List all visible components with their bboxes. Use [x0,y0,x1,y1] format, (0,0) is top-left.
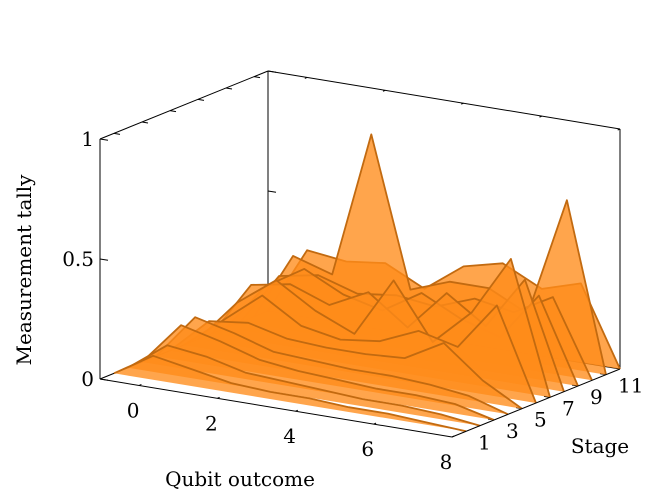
x-tick [382,89,386,92]
series-line-stage-7 [197,257,551,398]
series-area-stage-3 [142,325,494,420]
x-tick-label: 8 [440,450,453,474]
y-tick [197,98,205,101]
x-tick [461,102,464,105]
series-line-stage-2 [127,344,481,427]
y-tick [169,110,177,113]
x-axis-title: Qubit outcome [165,467,315,491]
box-edge [99,70,269,140]
x-tick-label: 2 [205,411,218,435]
x-tick-label: 6 [361,437,374,461]
z-tick [267,190,277,193]
y-tick [113,132,121,135]
x-axis-line [99,378,453,438]
axis-box-front [99,368,621,438]
series-ribbons [113,133,621,433]
y-tick [225,87,233,90]
y-tick-label: 3 [506,419,519,443]
y-axis-line [451,368,621,438]
z-tick [99,138,109,141]
y-tick-label: 9 [590,385,603,409]
z-tick-label: 1 [81,127,94,151]
x-tick-label: 0 [127,398,140,422]
y-tick [253,76,261,79]
series-line-stage-6 [183,294,537,404]
y-tick [543,395,551,398]
series-line-stage-11 [253,133,607,375]
series-line-stage-4 [155,316,509,416]
series-line-stage-5 [169,320,523,410]
y-tick-label: 7 [562,396,575,420]
z-tick-label: 0 [81,367,94,391]
y-tick-label: 11 [618,374,643,398]
z-tick [267,70,277,73]
x-tick [304,76,308,79]
z-tick-label: 0.5 [62,247,94,271]
series-line-stage-3 [141,324,495,421]
x-tick [539,115,542,118]
z-tick [99,258,109,261]
z-axis-title: Measurement tally [12,174,36,366]
y-tick-label: 1 [478,430,491,454]
box-edge [267,70,621,130]
series-area-stage-2 [128,345,480,426]
x-tick-label: 4 [283,424,296,448]
y-tick-label: 5 [534,408,547,432]
series-line-stage-1 [113,354,467,433]
x-tick [617,128,621,131]
y-axis-title: Stage [571,434,629,458]
y-tick [141,121,149,124]
